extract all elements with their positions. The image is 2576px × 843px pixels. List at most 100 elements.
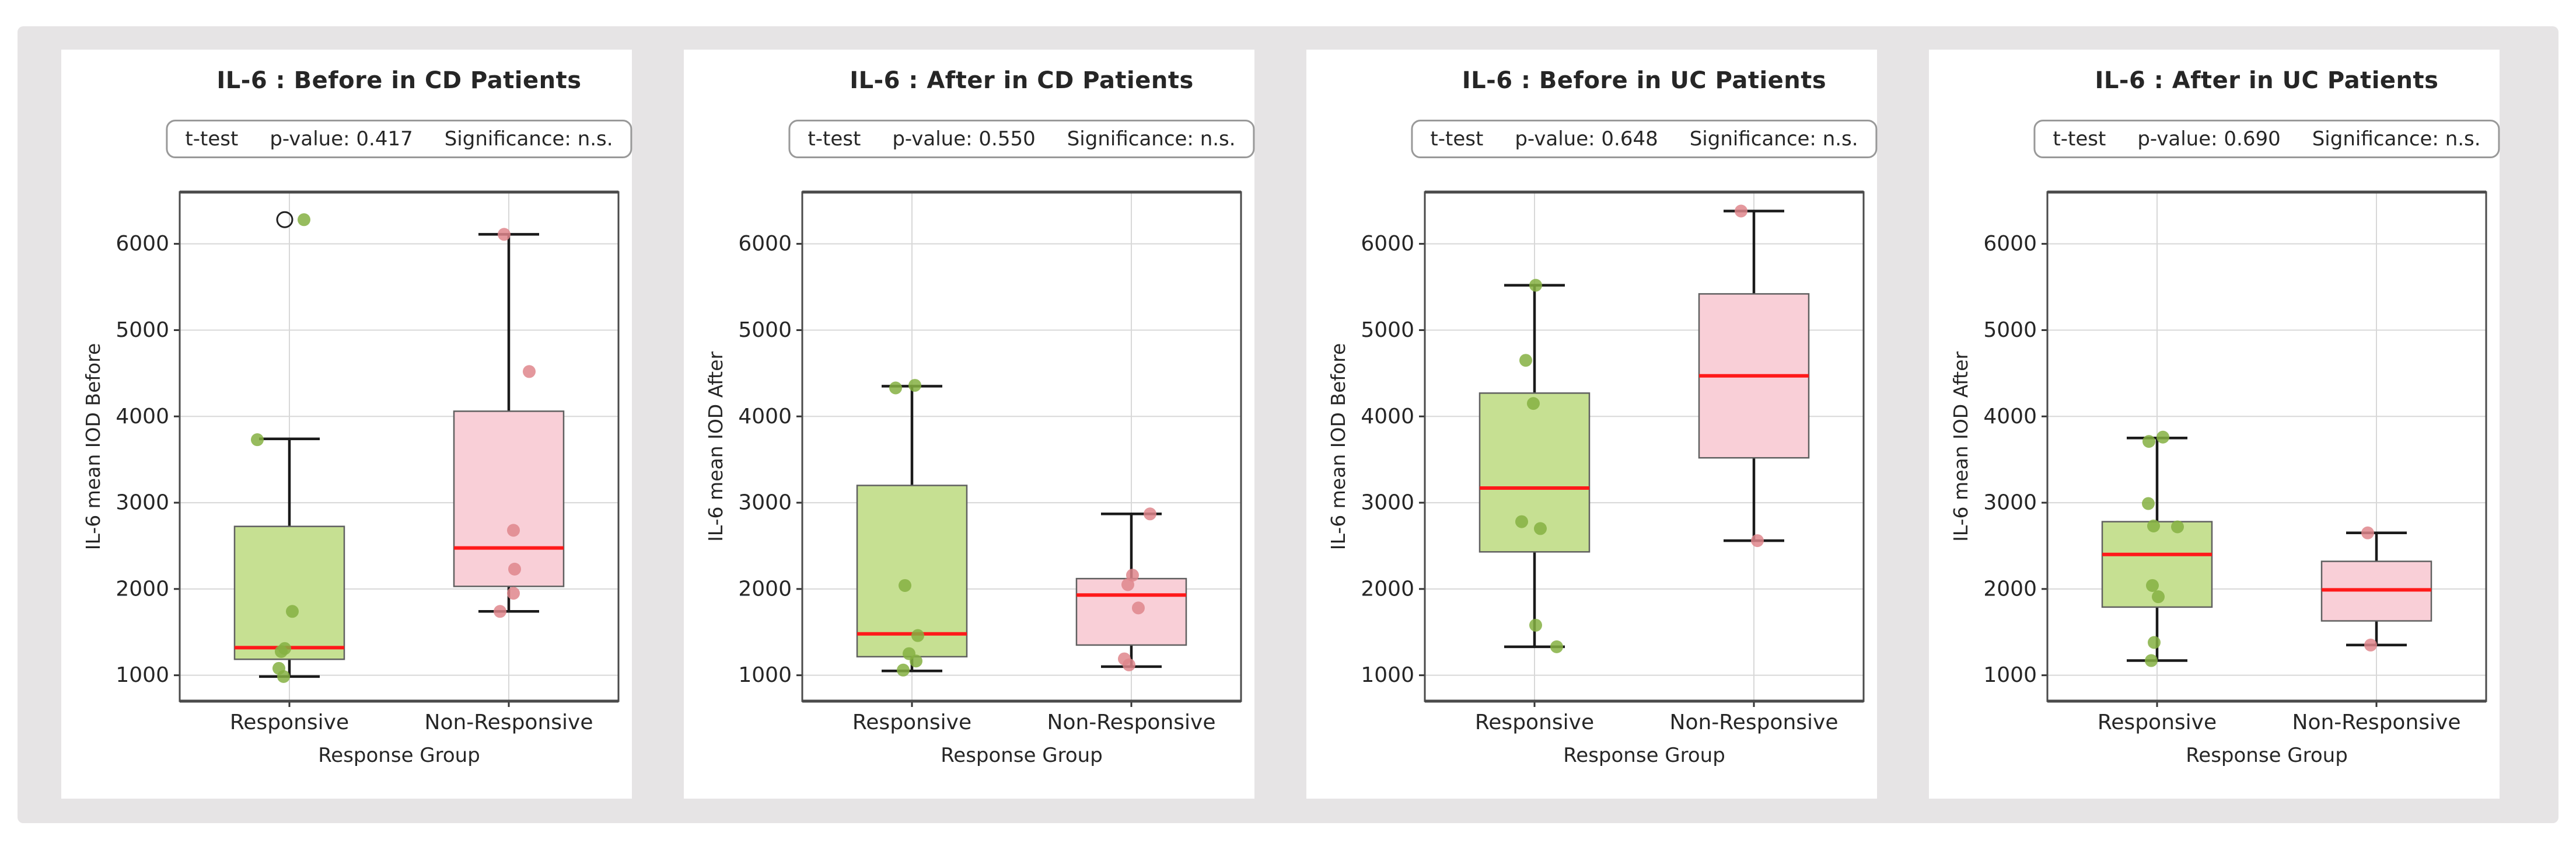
panel-card: IL-6 : Before in CD Patients t-test p-va…: [61, 50, 632, 799]
data-point: [2147, 519, 2160, 532]
data-point: [275, 645, 288, 659]
y-tick-label: 2000: [116, 577, 169, 601]
panel-title: IL-6 : After in CD Patients: [850, 67, 1194, 94]
panel-title: IL-6 : Before in CD Patients: [216, 67, 582, 94]
data-point: [508, 562, 521, 576]
data-point: [911, 629, 924, 642]
y-tick-label: 6000: [1361, 232, 1414, 256]
stat-significance: Significance: n.s.: [2312, 127, 2481, 151]
panel-title: IL-6 : Before in UC Patients: [1462, 67, 1827, 94]
panel-card: IL-6 : After in UC Patients t-test p-val…: [1929, 50, 2500, 799]
data-point: [889, 381, 902, 395]
panel-card: IL-6 : Before in UC Patients t-test p-va…: [1306, 50, 1878, 799]
data-point: [2146, 579, 2159, 592]
y-axis-label: IL-6 mean IOD Before: [1327, 343, 1350, 551]
data-point: [1534, 522, 1547, 535]
y-axis-label: IL-6 mean IOD After: [704, 351, 727, 542]
data-point: [1519, 354, 1532, 367]
y-tick-label: 5000: [1983, 318, 2037, 342]
data-point: [286, 605, 299, 618]
data-point: [2142, 497, 2155, 510]
y-tick-label: 6000: [1983, 232, 2037, 256]
x-axis-label: Response Group: [318, 744, 480, 767]
data-point: [1126, 569, 1139, 582]
data-point: [2142, 435, 2155, 448]
data-point: [899, 579, 911, 592]
data-point: [897, 663, 910, 677]
stat-significance: Significance: n.s.: [1689, 127, 1858, 151]
stat-test-label: t-test: [185, 127, 239, 151]
x-axis-label: Response Group: [2186, 744, 2348, 767]
stat-annotation-box: t-test p-value: 0.550 Significance: n.s.: [788, 120, 1255, 158]
y-tick-label: 4000: [1983, 405, 2037, 429]
boxplot-svg: 1000 2000 3000 4000 5000 6000 Responsive Non-Re…: [704, 190, 1242, 767]
box-responsive: [856, 485, 968, 658]
data-point: [2171, 520, 2184, 534]
stat-pvalue: p-value: 0.417: [270, 127, 413, 151]
x-tick-label: Responsive: [230, 710, 349, 734]
y-tick-label: 1000: [116, 663, 169, 687]
y-axis-label: IL-6 mean IOD Before: [82, 343, 104, 551]
x-tick-label: Non-Responsive: [425, 710, 593, 734]
boxplot-svg: 1000 2000 3000 4000 5000 6000 Responsive Non-Re…: [1327, 190, 1865, 767]
data-point: [1751, 534, 1764, 548]
data-point: [251, 433, 264, 447]
figure-panel-area: IL-6 : Before in CD Patients t-test p-va…: [18, 26, 2558, 823]
stat-annotation-box: t-test p-value: 0.417 Significance: n.s.: [166, 120, 632, 158]
data-point: [2156, 430, 2169, 444]
y-tick-label: 4000: [116, 405, 169, 429]
box-responsive: [233, 525, 345, 660]
x-tick-label: Non-Responsive: [2292, 710, 2461, 734]
stat-test-label: t-test: [2053, 127, 2106, 151]
box-responsive: [1479, 392, 1591, 553]
data-point: [1132, 601, 1145, 615]
data-point: [2152, 590, 2165, 604]
data-point: [1144, 507, 1156, 521]
data-point: [1527, 397, 1540, 410]
data-point: [1735, 204, 1747, 218]
stat-pvalue: p-value: 0.550: [892, 127, 1036, 151]
data-point: [1123, 658, 1135, 671]
x-axis-label: Response Group: [941, 744, 1103, 767]
data-point: [507, 524, 520, 537]
y-tick-label: 1000: [1361, 663, 1414, 687]
stat-pvalue: p-value: 0.690: [2137, 127, 2281, 151]
y-tick-label: 6000: [116, 232, 169, 256]
y-tick-label: 4000: [738, 405, 792, 429]
x-tick-label: Responsive: [2098, 710, 2217, 734]
data-point: [523, 365, 536, 378]
outlier-marker: [276, 211, 293, 228]
data-point: [908, 379, 921, 392]
panel-card: IL-6 : After in CD Patients t-test p-val…: [684, 50, 1255, 799]
stat-test-label: t-test: [1430, 127, 1484, 151]
y-tick-label: 5000: [116, 318, 169, 342]
data-point: [2364, 638, 2377, 652]
stat-annotation-box: t-test p-value: 0.648 Significance: n.s.: [1411, 120, 1878, 158]
x-tick-label: Non-Responsive: [1670, 710, 1838, 734]
y-tick-label: 4000: [1361, 405, 1414, 429]
data-point: [1529, 278, 1542, 292]
y-tick-label: 3000: [1983, 491, 2037, 515]
box-non-responsive: [453, 410, 565, 587]
x-tick-label: Non-Responsive: [1047, 710, 1216, 734]
data-point: [494, 605, 506, 618]
y-tick-label: 1000: [738, 663, 792, 687]
boxplot-svg: 1000 2000 3000 4000 5000 6000 Responsive Non-Re…: [1949, 190, 2487, 767]
data-point: [2361, 526, 2374, 539]
panel-title: IL-6 : After in UC Patients: [2095, 67, 2439, 94]
y-tick-label: 3000: [1361, 491, 1414, 515]
data-point: [1550, 640, 1563, 653]
plot-background: [2047, 192, 2486, 701]
data-point: [498, 228, 511, 241]
stat-test-label: t-test: [808, 127, 861, 151]
y-tick-label: 3000: [116, 491, 169, 515]
stat-annotation-box: t-test p-value: 0.690 Significance: n.s.: [2033, 120, 2500, 158]
data-point: [507, 587, 520, 600]
stat-significance: Significance: n.s.: [444, 127, 613, 151]
y-tick-label: 1000: [1983, 663, 2037, 687]
data-point: [1121, 578, 1134, 591]
data-point: [277, 670, 290, 683]
data-point: [2145, 654, 2158, 667]
x-tick-label: Responsive: [852, 710, 971, 734]
